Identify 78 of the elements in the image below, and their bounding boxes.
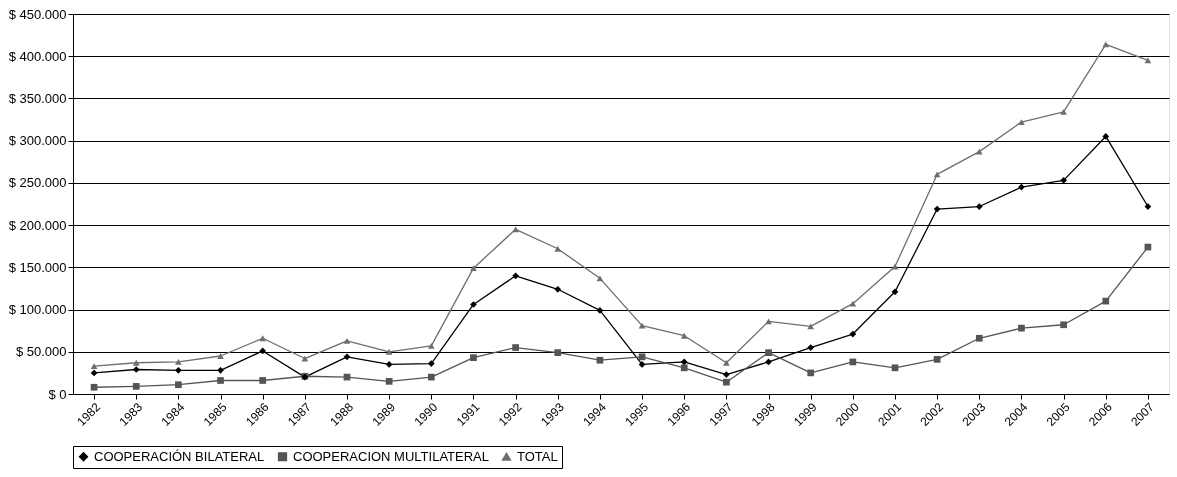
point [90,369,98,377]
point [132,383,140,390]
point [427,373,435,381]
point [975,148,983,155]
point [849,300,857,307]
point [470,265,477,272]
point [343,337,351,344]
point [638,353,646,361]
point [680,332,688,339]
point [723,371,730,378]
point [217,377,224,384]
point [385,377,393,385]
point [554,349,562,356]
point [554,245,562,252]
legend-label: COOPERACION MULTILATERAL [293,448,489,464]
point [343,353,351,361]
y-tick-label: $ 300.000 [8,133,67,149]
y-tick-label: $ 0 [48,386,67,402]
point [765,349,772,356]
point [175,367,182,374]
point [1060,177,1067,184]
point [512,226,519,233]
point [470,301,477,308]
point [1102,297,1110,305]
point [596,356,604,364]
point [680,364,688,372]
point [1018,324,1025,332]
point [891,263,899,270]
point [933,205,941,213]
point [217,353,224,359]
point [132,359,140,366]
y-tick-label: $ 350.000 [8,90,67,106]
point [933,356,941,363]
point [90,383,98,391]
point [891,364,899,372]
y-tick-label: $ 100.000 [8,302,67,318]
point [512,272,519,280]
point [385,361,393,368]
point [849,358,857,366]
point [259,347,267,355]
y-tick-label: $ 150.000 [8,259,67,275]
point [807,369,815,377]
point [512,344,519,351]
y-tick-label: $ 400.000 [8,48,67,64]
point [1018,119,1025,125]
point [1060,109,1067,115]
point [259,335,267,342]
point [132,366,140,373]
point [217,367,224,374]
point [385,348,393,355]
point [596,275,604,282]
point [680,358,688,366]
point [427,342,435,349]
point [975,334,983,342]
point [175,381,182,389]
point [638,322,646,329]
y-tick-label: $ 50.000 [15,344,67,360]
point [554,285,562,293]
point [1060,321,1067,329]
point [90,363,98,370]
point [807,344,815,351]
point [427,360,435,367]
point [723,378,730,386]
legend-label: COOPERACIÓN BILATERAL [94,448,265,464]
point [891,288,899,296]
point [723,359,730,366]
legend-label: TOTAL [517,448,558,464]
point [175,359,182,365]
y-tick-label: $ 450.000 [8,6,67,22]
y-tick-label: $ 250.000 [8,175,67,191]
point [596,307,604,314]
point [259,377,267,384]
point [1018,183,1025,191]
point [849,330,857,338]
point [975,203,983,210]
y-tick-label: $ 200.000 [8,217,67,233]
point [470,354,477,362]
point [1102,133,1110,140]
